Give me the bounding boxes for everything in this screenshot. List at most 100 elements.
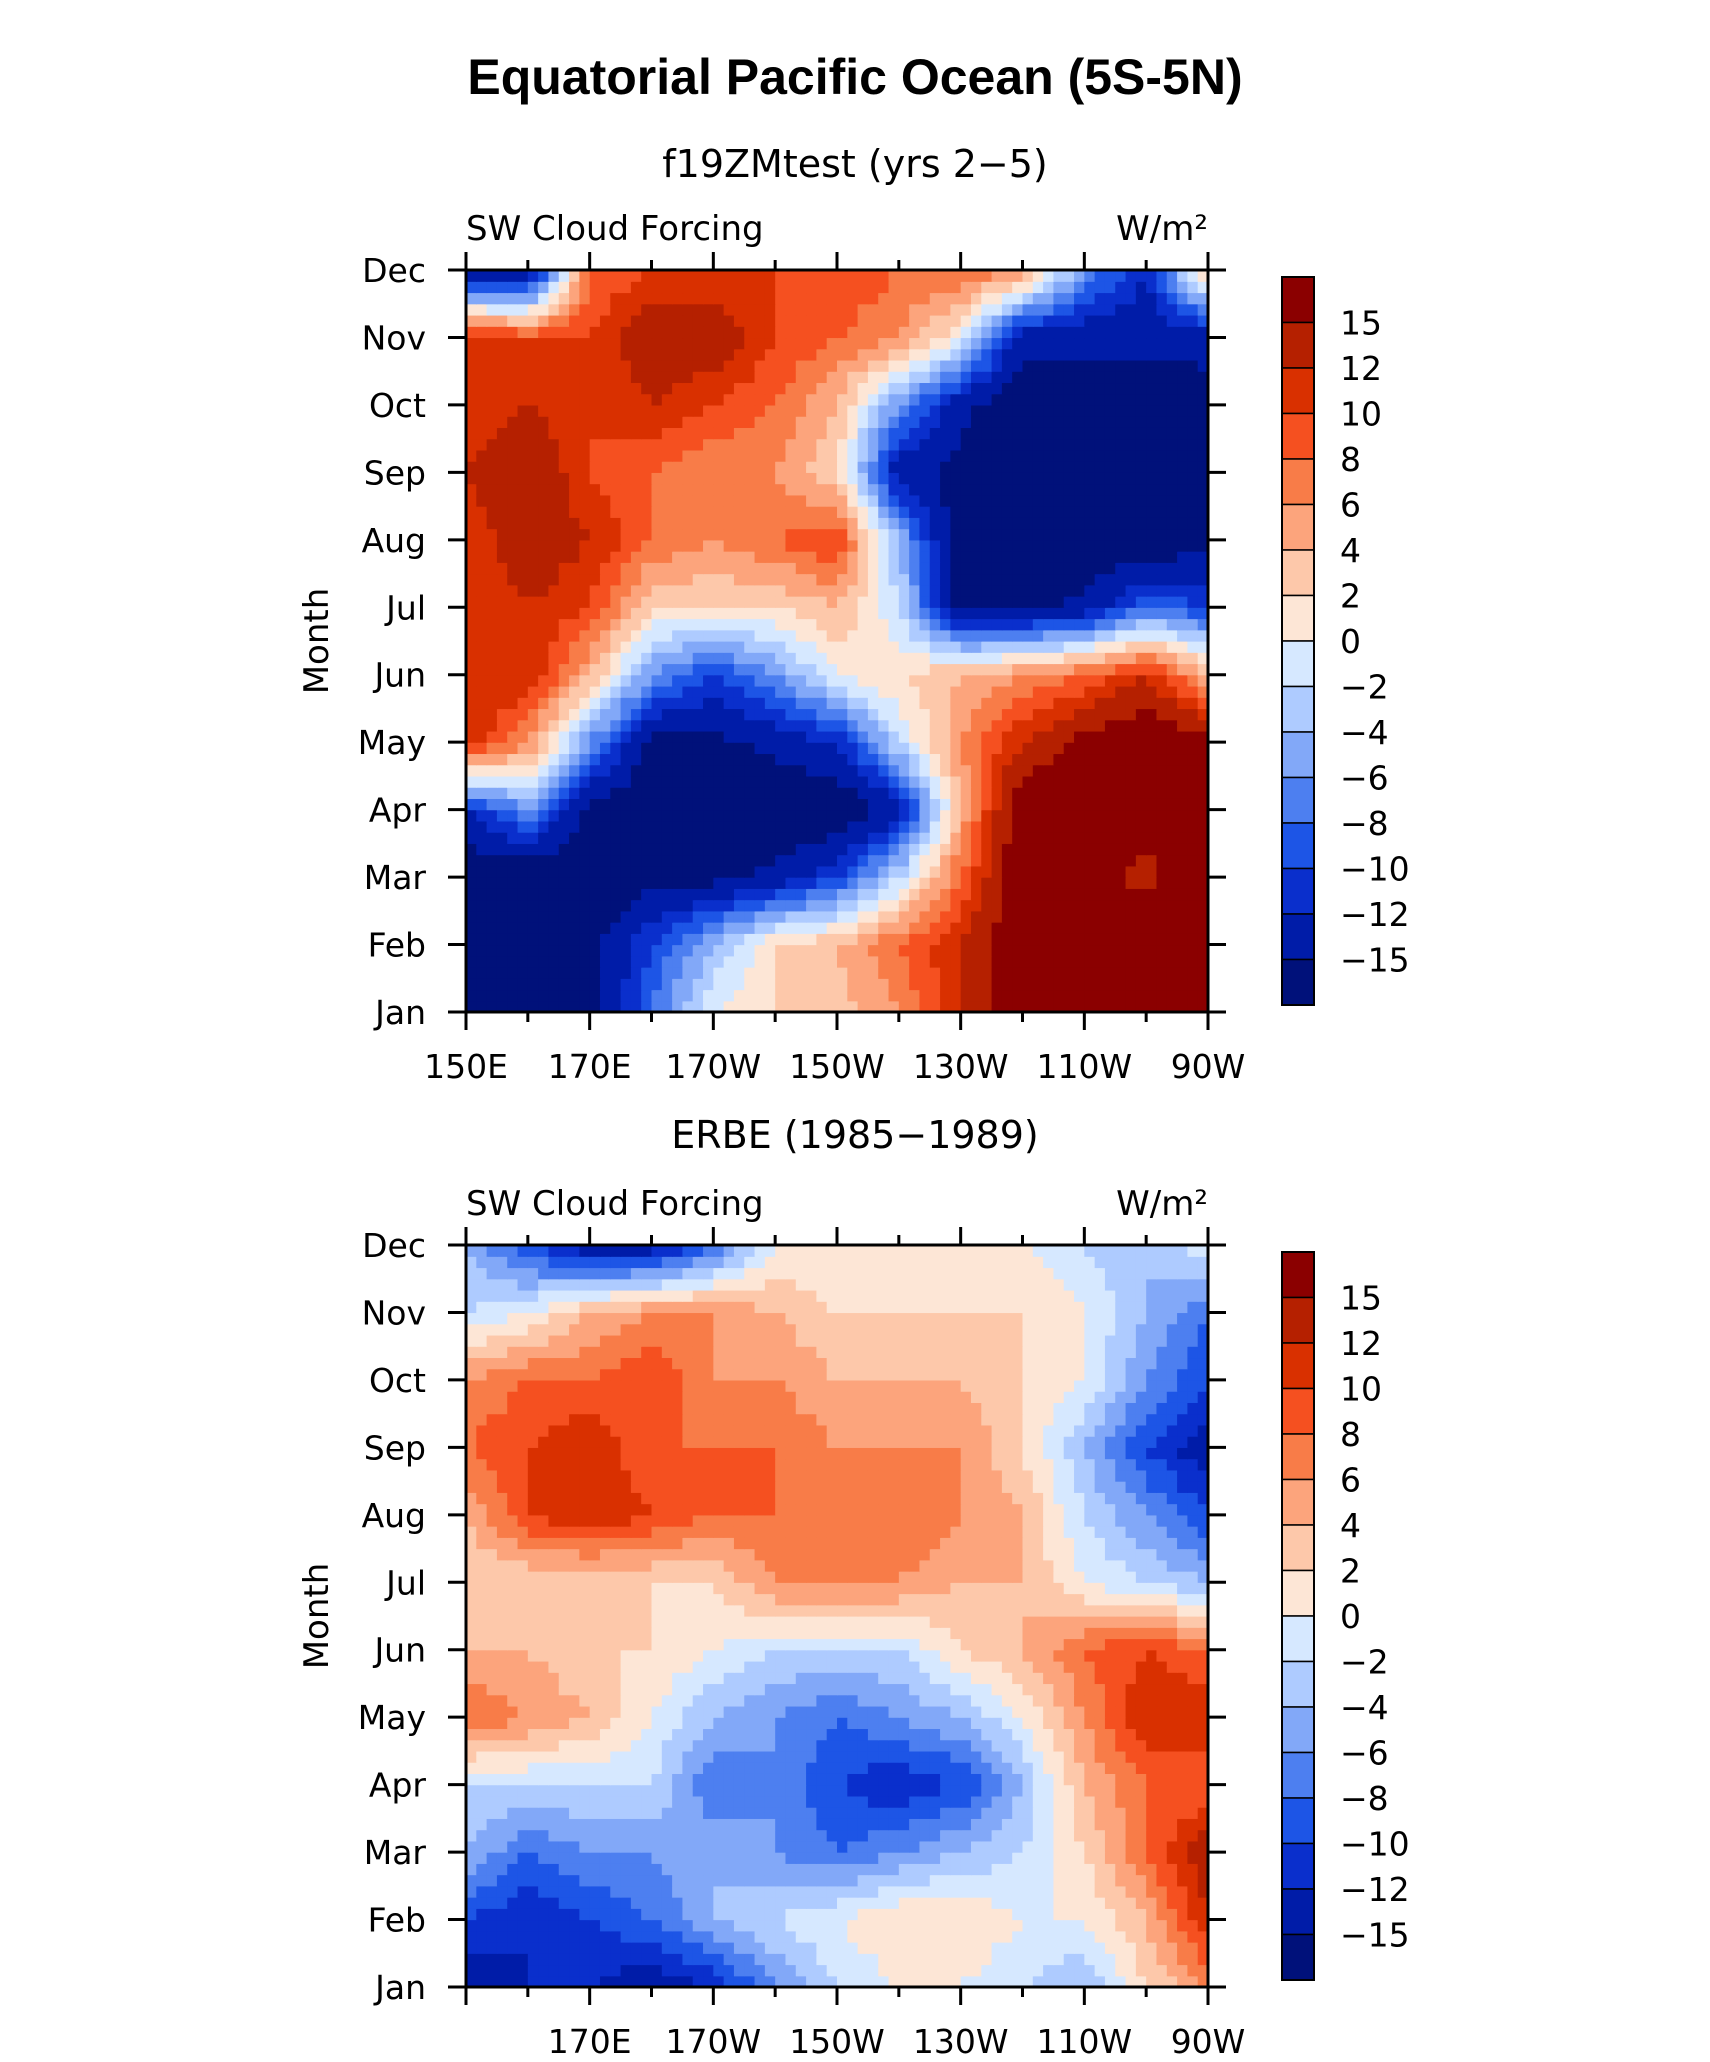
heatmap-cell bbox=[507, 281, 519, 294]
heatmap-cell bbox=[837, 438, 848, 451]
heatmap-cell bbox=[630, 641, 642, 653]
heatmap-cell bbox=[1197, 303, 1208, 316]
heatmap-cell bbox=[754, 494, 766, 507]
heatmap-cell bbox=[785, 359, 797, 372]
heatmap-cell bbox=[909, 967, 921, 979]
heatmap-cell bbox=[1032, 337, 1044, 350]
heatmap-cell bbox=[1166, 461, 1178, 473]
heatmap-cell bbox=[898, 427, 910, 440]
heatmap-cell bbox=[1197, 281, 1208, 294]
heatmap-cell bbox=[929, 967, 941, 979]
heatmap-cell bbox=[1187, 416, 1199, 428]
heatmap-cell bbox=[1074, 832, 1085, 844]
heatmap-cell bbox=[579, 730, 591, 743]
heatmap-cell bbox=[806, 820, 817, 833]
heatmap-cell bbox=[744, 922, 756, 934]
heatmap-cell bbox=[496, 967, 508, 979]
heatmap-cell bbox=[909, 281, 921, 294]
heatmap-cell bbox=[1094, 427, 1106, 440]
heatmap-cell bbox=[589, 697, 601, 710]
heatmap-cell bbox=[1197, 539, 1208, 552]
heatmap-cell bbox=[527, 596, 539, 608]
heatmap-cell bbox=[929, 832, 941, 844]
heatmap-cell bbox=[1022, 955, 1034, 968]
heatmap-cell bbox=[1022, 719, 1034, 732]
heatmap-cell bbox=[878, 652, 890, 665]
heatmap-cell bbox=[1115, 978, 1127, 991]
heatmap-cell bbox=[816, 1975, 828, 1987]
heatmap-cell bbox=[713, 742, 725, 755]
heatmap-cell bbox=[569, 989, 580, 1002]
heatmap-cell bbox=[651, 281, 663, 294]
heatmap-cell bbox=[816, 978, 828, 991]
heatmap-cell bbox=[970, 820, 982, 833]
heatmap-cell bbox=[1094, 314, 1106, 327]
heatmap-cell bbox=[806, 573, 817, 586]
heatmap-cell bbox=[1084, 685, 1096, 698]
heatmap-cell bbox=[1022, 910, 1034, 923]
heatmap-cell bbox=[1197, 629, 1208, 642]
heatmap-cell bbox=[466, 618, 477, 631]
heatmap-cell bbox=[1012, 562, 1024, 575]
heatmap-cell bbox=[754, 899, 766, 912]
heatmap-cell bbox=[754, 551, 766, 563]
heatmap-cell bbox=[548, 877, 560, 889]
heatmap-cell bbox=[641, 933, 653, 946]
heatmap-cell bbox=[1063, 416, 1075, 428]
heatmap-cell bbox=[806, 1975, 817, 1987]
heatmap-cell bbox=[1012, 775, 1024, 788]
heatmap-cell bbox=[1094, 978, 1106, 991]
heatmap-cell bbox=[610, 472, 622, 485]
heatmap-cell bbox=[1043, 798, 1055, 811]
heatmap-cell bbox=[1115, 910, 1127, 923]
heatmap-cell bbox=[1156, 641, 1168, 653]
heatmap-cell bbox=[713, 719, 725, 732]
heatmap-cell bbox=[486, 1975, 498, 1987]
heatmap-cell bbox=[960, 854, 972, 867]
heatmap-cell bbox=[775, 359, 787, 372]
heatmap-cell bbox=[1135, 551, 1147, 563]
heatmap-cell bbox=[970, 1000, 982, 1012]
heatmap-cell bbox=[517, 382, 529, 395]
heatmap-cell bbox=[507, 303, 519, 316]
heatmap-cell bbox=[466, 854, 477, 867]
heatmap-cell bbox=[569, 742, 580, 755]
heatmap-cell bbox=[1001, 539, 1013, 552]
heatmap-cell bbox=[960, 404, 972, 417]
heatmap-cell bbox=[837, 404, 848, 417]
heatmap-cell bbox=[1187, 270, 1199, 282]
heatmap-cell bbox=[651, 820, 663, 833]
heatmap-cell bbox=[764, 753, 776, 766]
heatmap-cell bbox=[527, 955, 539, 968]
heatmap-cell bbox=[713, 899, 725, 912]
heatmap-cell bbox=[1084, 494, 1096, 507]
heatmap-cell bbox=[1012, 955, 1024, 968]
heatmap-cell bbox=[733, 618, 745, 631]
heatmap-cell bbox=[867, 483, 879, 496]
heatmap-cell bbox=[1104, 719, 1116, 732]
heatmap-cell bbox=[630, 1975, 642, 1987]
heatmap-cell bbox=[661, 820, 673, 833]
heatmap-cell bbox=[713, 393, 725, 406]
heatmap-cell bbox=[703, 348, 714, 361]
heatmap-cell bbox=[1053, 843, 1065, 856]
heatmap-cell bbox=[816, 663, 828, 676]
heatmap-cell bbox=[888, 967, 900, 979]
heatmap-cell bbox=[496, 877, 508, 889]
heatmap-cell bbox=[857, 270, 869, 282]
heatmap-cell bbox=[723, 787, 735, 799]
heatmap-cell bbox=[599, 292, 611, 305]
heatmap-cell bbox=[1022, 989, 1034, 1002]
heatmap-cell bbox=[909, 899, 921, 912]
heatmap-cell bbox=[558, 573, 570, 586]
heatmap-cell bbox=[940, 461, 951, 473]
heatmap-cell bbox=[610, 877, 622, 889]
heatmap-cell bbox=[981, 539, 993, 552]
heatmap-cell bbox=[1115, 270, 1127, 282]
heatmap-cell bbox=[1032, 843, 1044, 856]
heatmap-cell bbox=[867, 820, 879, 833]
heatmap-cell bbox=[940, 517, 951, 530]
heatmap-cell bbox=[661, 1964, 673, 1977]
heatmap-cell bbox=[940, 854, 951, 867]
heatmap-cell bbox=[929, 742, 941, 755]
